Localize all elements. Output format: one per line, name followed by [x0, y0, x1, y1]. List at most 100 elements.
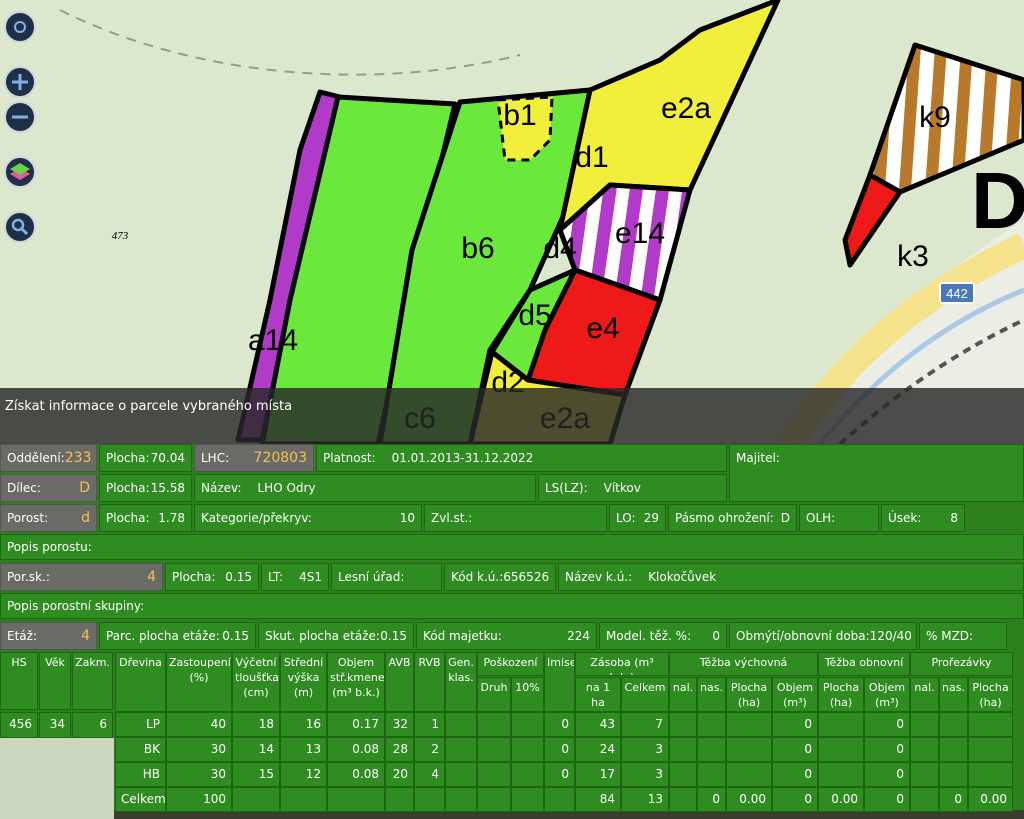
- field-value: 720803: [253, 450, 307, 466]
- table-empty-cell: [232, 787, 280, 812]
- table-cell: 0: [772, 737, 818, 762]
- field-label: Plocha:: [172, 570, 216, 584]
- parcel-label: k9: [919, 101, 951, 134]
- info-field: Lesní úřad:: [331, 563, 442, 591]
- table-cell: 13: [621, 787, 669, 812]
- field-label: % MZD:: [926, 629, 974, 643]
- table-cell: 0: [864, 787, 910, 812]
- table-group-header: Těžba obnovní: [818, 652, 910, 676]
- table-empty-cell: [939, 712, 968, 737]
- table-cell: 15: [232, 762, 280, 787]
- info-field: Plocha: 70.04: [99, 444, 192, 472]
- field-label: Obmýtí/obnovní doba:: [736, 629, 870, 643]
- parcel-label: e14: [615, 217, 665, 250]
- table-cell: 14: [232, 737, 280, 762]
- table-cell: 20: [385, 762, 414, 787]
- field-label: Plocha:: [106, 451, 150, 465]
- field-value: 10: [399, 511, 415, 525]
- table-empty-cell: [414, 787, 445, 812]
- field-value: Klokočůvek: [648, 570, 717, 584]
- field-value: 224: [567, 629, 590, 643]
- info-field: Obmýtí/obnovní doba: 120/40: [729, 622, 917, 650]
- info-field: Skut. plocha etáže: 0.15: [258, 622, 414, 650]
- info-field: Úsek: 8: [881, 504, 965, 532]
- table-subheader: Objem (m³): [772, 677, 818, 712]
- table-header: Imise: [544, 652, 575, 712]
- info-field: Název: LHO Odry: [194, 474, 536, 502]
- table-subheader: Plocha (ha): [968, 677, 1013, 712]
- table-cell: 2: [414, 737, 445, 762]
- table-subheader: nas.: [939, 677, 968, 712]
- table-group-header: Prořezávky: [910, 652, 1013, 676]
- parcel-label: e2a: [661, 92, 711, 125]
- search-button[interactable]: [4, 211, 36, 243]
- info-field: Oddělení: 233: [0, 444, 97, 472]
- table-cell: 18: [232, 712, 280, 737]
- table-subheader: Celkem: [621, 677, 669, 712]
- icon: [14, 21, 26, 33]
- table-empty-cell: [697, 712, 726, 737]
- table-empty-cell: [477, 787, 511, 812]
- info-field: Kód majetku: 224: [416, 622, 597, 650]
- table-empty-cell: [968, 712, 1013, 737]
- field-value: 29: [643, 511, 659, 525]
- info-field: Majitel:: [729, 444, 1024, 502]
- table-empty-cell: [910, 737, 939, 762]
- info-field: LT: 4S1: [261, 563, 329, 591]
- table-empty-cell: [910, 712, 939, 737]
- field-label: Kód majetku:: [423, 629, 502, 643]
- table-cell: 34: [39, 712, 71, 738]
- table-empty-cell: [669, 787, 697, 812]
- field-value: 4: [147, 569, 156, 585]
- info-field: Kód k.ú.: 656526: [444, 563, 556, 591]
- field-label: Parc. plocha etáže:: [106, 629, 220, 643]
- field-label: Název:: [201, 481, 242, 495]
- table-cell: 0: [864, 762, 910, 787]
- table-subheader: Druh: [477, 677, 511, 712]
- info-field: Kategorie/překryv: 10: [194, 504, 422, 532]
- field-label: Dílec:: [7, 481, 41, 495]
- table-cell: 0.00: [818, 787, 864, 812]
- info-field: LHC: 720803: [194, 444, 314, 472]
- locate-button[interactable]: [4, 11, 36, 43]
- info-field: Dílec: D: [0, 474, 97, 502]
- field-label: Zvl.st.:: [431, 511, 473, 525]
- parcel-label: d4: [543, 232, 576, 265]
- table-cell: 0.00: [726, 787, 772, 812]
- parcel-label: e4: [586, 312, 619, 345]
- field-value: LHO Odry: [257, 481, 316, 495]
- table-cell: 1: [414, 712, 445, 737]
- table-group-header: Poškození: [477, 652, 544, 676]
- parcel-label: a14: [248, 324, 298, 357]
- field-label: Platnost:: [323, 451, 376, 465]
- field-value: 0: [712, 629, 720, 643]
- table-cell: HB: [115, 762, 166, 787]
- field-label: Pásmo ohrožení:: [675, 511, 774, 525]
- table-empty-cell: [669, 762, 697, 787]
- info-field: Platnost: 01.01.2013-31.12.2022: [316, 444, 727, 472]
- table-cell: 0: [772, 712, 818, 737]
- parcel: [867, 42, 1024, 195]
- info-field: Popis porostu:: [0, 534, 1024, 560]
- table-empty-cell: [818, 762, 864, 787]
- table-empty-cell: [939, 737, 968, 762]
- table-cell: 32: [385, 712, 414, 737]
- field-label: Etáž:: [7, 629, 37, 643]
- table-empty-cell: [477, 712, 511, 737]
- table-empty-cell: [511, 737, 544, 762]
- table-header: Výčetní tloušťka (cm): [232, 652, 280, 712]
- parcel-label: b1: [503, 99, 536, 132]
- table-group-header: Zásoba (m³ b.k.): [575, 652, 669, 676]
- table-cell: 0: [864, 712, 910, 737]
- table-header: HS: [0, 652, 38, 710]
- table-empty-cell: [818, 712, 864, 737]
- table-cell: BK: [115, 737, 166, 762]
- table-group-header: Těžba výchovná: [669, 652, 818, 676]
- icon: [12, 74, 28, 90]
- field-value: 70.04: [150, 451, 185, 465]
- field-label: Model. těž. %:: [606, 629, 692, 643]
- parcel: [496, 95, 554, 162]
- field-value: 0.15: [222, 629, 249, 643]
- banner-title: Získat informace o parcele vybraného mís…: [5, 399, 293, 414]
